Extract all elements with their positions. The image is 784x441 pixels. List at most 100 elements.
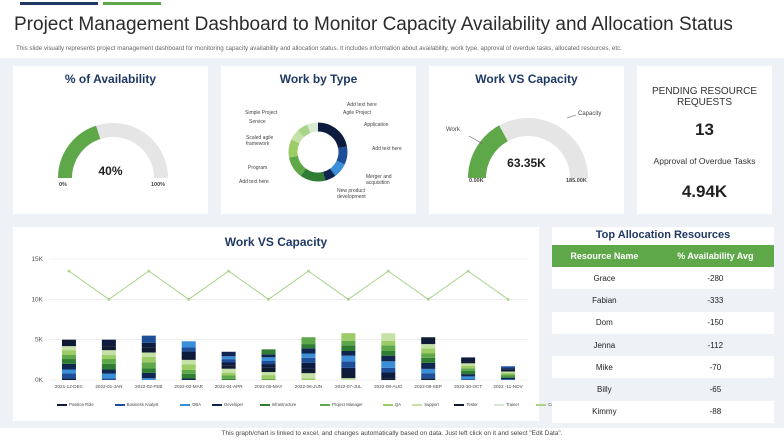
bar-segment xyxy=(261,375,276,379)
capacity-point xyxy=(267,297,270,301)
x-tick-label: 2022-09-SEP xyxy=(414,384,442,389)
work-capacity-gauge-title: Work VS Capacity xyxy=(475,72,578,86)
bar-segment xyxy=(461,357,476,362)
resource-name: Mike xyxy=(552,356,657,379)
gauge-min-label: 0.00K xyxy=(469,178,484,184)
bar-segment xyxy=(101,350,116,355)
bar-segment xyxy=(381,378,396,380)
legend-swatch xyxy=(383,403,393,406)
col-availability-avg: % Availability Avg xyxy=(656,245,774,267)
legend-swatch xyxy=(114,403,125,406)
bar-segment xyxy=(61,346,76,351)
gauge-work-label: Work xyxy=(446,127,460,133)
resource-name: Grace xyxy=(552,267,657,290)
x-tick-label: 2022-07-JUL xyxy=(335,384,362,389)
bar-segment xyxy=(101,363,116,370)
donut-label-program: Program xyxy=(248,165,268,171)
bar-segment xyxy=(61,339,76,347)
donut-label-service: Service xyxy=(249,119,266,125)
x-tick-label: 2022-01-JAN xyxy=(95,384,122,389)
y-tick-label: 15K xyxy=(31,256,43,263)
table-row: Billy -65 xyxy=(552,378,774,401)
table-row: Fabian -333 xyxy=(552,289,774,312)
legend-item: QA xyxy=(383,402,401,407)
bar-segment xyxy=(301,357,316,363)
bar-segment xyxy=(221,362,236,366)
work-by-type-donut xyxy=(288,122,348,182)
bar-segment xyxy=(501,366,516,369)
bar-segment xyxy=(501,369,516,372)
bar-segment xyxy=(501,368,516,370)
bar-segment xyxy=(341,367,356,373)
bar-segment xyxy=(461,363,476,366)
bar-segment xyxy=(341,355,356,362)
table-row: Kimmy -88 xyxy=(552,400,774,424)
bar-segment xyxy=(181,369,196,374)
bar-segment xyxy=(301,337,316,345)
bar-segment xyxy=(221,375,236,379)
donut-label-merger: Merger and acquisition xyxy=(366,174,392,186)
work-capacity-gauge xyxy=(468,114,588,179)
bar-segment xyxy=(301,362,316,369)
accent-navy xyxy=(20,2,98,5)
legend-swatch xyxy=(412,403,423,406)
legend-item: Developer xyxy=(212,402,243,407)
bar-segment xyxy=(301,378,316,380)
bar-segment xyxy=(61,359,76,364)
bar-segment xyxy=(381,350,396,356)
bar-segment xyxy=(221,365,236,369)
legend-swatch xyxy=(180,403,191,406)
bar-segment xyxy=(221,356,236,360)
bar-segment xyxy=(141,352,156,357)
bar-segment xyxy=(141,342,156,348)
bar-segment xyxy=(221,351,236,357)
legend-swatch xyxy=(320,403,330,406)
donut-label-add-text-top: Add text here xyxy=(347,102,377,108)
x-tick-label: 2022-04-APR xyxy=(215,384,244,389)
work-capacity-bar-chart: 0K 5K 10K 15K 2021-12-DEC 2022-01-JAN 2022-02-… xyxy=(31,256,528,389)
bar-segment xyxy=(501,377,516,380)
capacity-point xyxy=(386,269,390,273)
bar-segment xyxy=(181,347,196,352)
availability-avg: -88 xyxy=(656,400,774,424)
capacity-point xyxy=(227,269,231,273)
bar-segment xyxy=(421,337,436,345)
x-tick-label: 2022-03-MAR xyxy=(174,384,203,389)
capacity-point xyxy=(506,297,510,301)
bar-segment xyxy=(261,354,276,358)
legend-label: Position Role xyxy=(69,402,94,407)
bar-segment xyxy=(421,344,436,349)
bar-segment xyxy=(141,347,156,353)
bar-segment xyxy=(101,354,116,360)
approval-value: 4.94K xyxy=(681,182,728,201)
donut-segment xyxy=(291,130,305,144)
availability-max: 100% xyxy=(151,182,166,188)
legend-label: Project Manager xyxy=(332,402,363,407)
legend-item: Position Role xyxy=(57,402,94,407)
chart-title: Work VS Capacity xyxy=(224,235,328,249)
bar-segment xyxy=(61,378,76,380)
bar-segment xyxy=(461,376,476,380)
donut-label-agile-project: Agile Project xyxy=(343,110,372,116)
bar-segment xyxy=(381,367,396,373)
donut-segment xyxy=(317,122,347,149)
bar-segment xyxy=(181,373,196,379)
table-row: Dom -150 xyxy=(552,311,774,334)
bar-segment xyxy=(461,368,476,371)
bar-segment xyxy=(261,360,276,365)
bar-segment xyxy=(221,372,236,376)
donut-segment xyxy=(329,160,345,176)
capacity-point xyxy=(307,269,310,273)
legend-label: DBA xyxy=(192,402,202,407)
bar-segment xyxy=(501,371,516,373)
capacity-point xyxy=(67,269,71,273)
x-tick-label: 2021-12-DEC xyxy=(55,384,84,389)
bar-segment xyxy=(421,373,436,379)
bar-segment xyxy=(381,372,396,379)
gauge-capacity-label: Capacity xyxy=(578,111,602,117)
work-by-type-card: Work by Type Simple Project Service Scal… xyxy=(221,66,416,214)
bar-segment xyxy=(61,373,76,379)
legend-item: Support xyxy=(412,402,439,407)
bar-segment xyxy=(341,372,356,379)
bar-segment xyxy=(261,364,276,368)
